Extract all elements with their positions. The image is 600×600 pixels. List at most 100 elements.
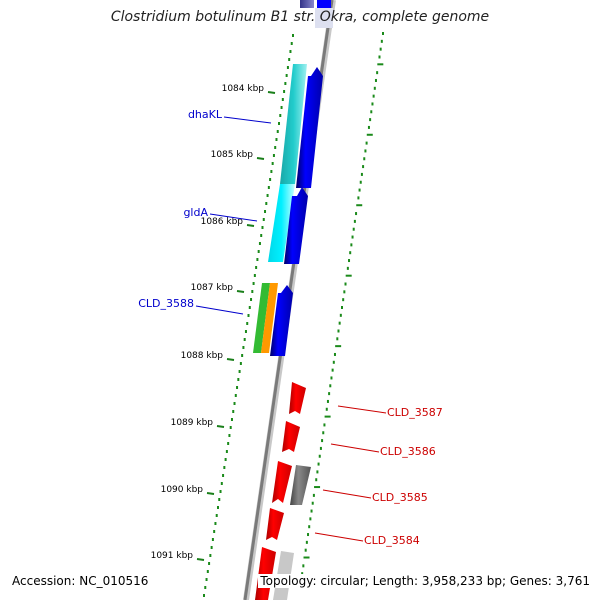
skew-dot [322,431,325,435]
gc-dot [264,210,267,213]
skew-dot [356,204,363,207]
skew-dot [364,149,367,153]
gc-dot [276,130,279,133]
gc-dot [283,90,286,93]
kbp-tick-label: 1084 kbp [222,84,265,94]
gc-dot [227,442,230,445]
skew-dot [346,266,349,270]
gene-label-leader [223,116,272,124]
gc-dot [255,266,258,269]
skew-dot [307,533,310,537]
skew-dot [321,439,324,443]
gc-dot [211,538,214,541]
gc-dot [246,322,249,325]
gc-dot [224,458,227,461]
skew-dot [303,556,310,559]
skew-dot [379,47,382,51]
skew-dot [377,63,384,66]
gc-dot [232,410,235,413]
gc-dot [280,106,283,109]
gc-dot [242,346,245,349]
skew-dot [314,486,321,489]
skew-dot [311,501,314,505]
skew-dot [359,180,362,184]
gc-dot [203,594,205,597]
skew-dot [319,446,322,450]
skew-dot [345,274,352,277]
gene-label-leader [314,532,364,542]
gc-dot [286,66,289,69]
gc-dot [222,474,225,477]
gc-dot [213,530,216,533]
gc-dot [236,386,239,389]
kbp-tick-label: 1088 kbp [181,351,224,361]
skew-dot [341,306,343,309]
dotted-track-left [203,34,294,597]
gene-label-left: gldA [183,206,208,219]
gene-label-right: CLD_3585 [372,491,428,504]
skew-dot [332,360,335,364]
gc-dot [237,378,240,381]
gc-dot [269,178,272,181]
gc-dot [206,570,209,573]
kbp-tick-label: 1086 kbp [201,217,244,227]
kbp-tick-label: 1090 kbp [161,485,204,495]
skew-dot [330,376,333,380]
gc-dot [230,418,233,421]
gene-blue-forward-1 [296,67,323,188]
gc-dot [251,290,254,293]
skew-dot [328,392,331,396]
gc-dot [256,258,259,261]
gene-red-2 [282,421,300,452]
skew-dot [348,259,351,263]
gc-dot [243,338,246,341]
gene-blue-forward-3 [270,285,293,356]
gc-dot [258,242,261,245]
gene-red-3 [272,461,292,503]
skew-dot [329,384,332,388]
skew-dot [316,470,319,474]
skew-dot [358,188,361,192]
skew-dot [367,125,370,129]
gene-label-left: dhaKL [188,108,223,121]
topology-label: Topology: circular; Length: 3,958,233 bp… [258,574,592,588]
skew-dot [371,102,374,106]
skew-dot [308,525,311,529]
skew-dot [301,572,304,576]
skew-dot [338,321,341,325]
gc-dot [284,82,287,85]
gc-dot [238,370,241,373]
gc-dot [214,522,217,525]
skew-dot [323,423,326,427]
gc-dot [274,146,277,149]
gc-dot [266,194,269,197]
gc-dot [220,482,223,485]
gene-top-partial-3 [315,8,333,28]
gc-dot [209,554,212,557]
gc-dot [239,362,242,365]
skew-dot [370,110,373,114]
gc-dot [257,250,260,253]
gc-dot [219,490,222,493]
skew-dot [318,454,321,458]
skew-dot [380,39,383,43]
gc-dot [210,546,213,549]
gene-red-1 [289,382,306,414]
skew-dot [331,368,334,372]
skew-dot [350,243,353,247]
skew-dot [304,548,307,552]
kbp-tick-mark [246,224,255,227]
skew-dot [360,172,363,176]
kbp-tick-label: 1087 kbp [191,283,234,293]
gc-dot [225,450,228,453]
gc-dot [290,42,293,45]
kbp-ticks: 1084 kbp 1085 kbp 1086 kbp 1087 kbp 1088 kbp… [151,84,276,561]
gc-dot [262,218,265,221]
kbp-tick-mark [206,492,215,495]
gc-dot [272,154,275,157]
gc-dot [253,274,256,277]
gene-label-leader [322,489,372,499]
gc-dot [218,498,221,501]
